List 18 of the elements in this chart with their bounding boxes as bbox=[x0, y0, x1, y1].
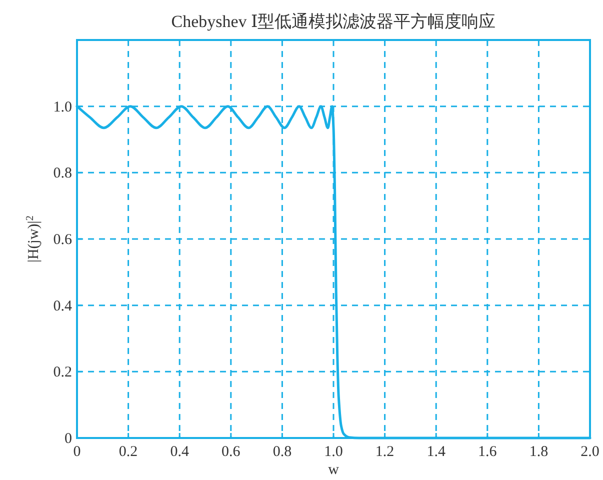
y-tick-label: 0.4 bbox=[53, 298, 72, 314]
chart-title: Chebyshev Ⅰ型低通模拟滤波器平方幅度响应 bbox=[171, 12, 496, 31]
x-tick-label: 1.6 bbox=[478, 444, 498, 460]
x-tick-label: 0.6 bbox=[222, 444, 241, 460]
y-tick-label: 0 bbox=[64, 431, 72, 447]
x-axis-title: w bbox=[328, 462, 340, 478]
x-tick-label: 1.8 bbox=[529, 444, 548, 460]
y-tick-label: 0.6 bbox=[53, 232, 72, 248]
x-tick-label: 0.8 bbox=[272, 444, 292, 460]
y-tick-label: 1.0 bbox=[53, 99, 72, 116]
y-tick-label: 0.2 bbox=[53, 364, 72, 381]
x-tick-label: 2.0 bbox=[580, 444, 600, 460]
x-tick-label: 0.2 bbox=[118, 444, 138, 460]
x-tick-label: 1.0 bbox=[324, 444, 343, 460]
x-tick-label: 1.4 bbox=[426, 444, 446, 460]
y-tick-label: 0.8 bbox=[53, 166, 72, 182]
x-tick-label: 0.4 bbox=[170, 444, 190, 460]
x-tick-label: 1.2 bbox=[375, 444, 394, 460]
